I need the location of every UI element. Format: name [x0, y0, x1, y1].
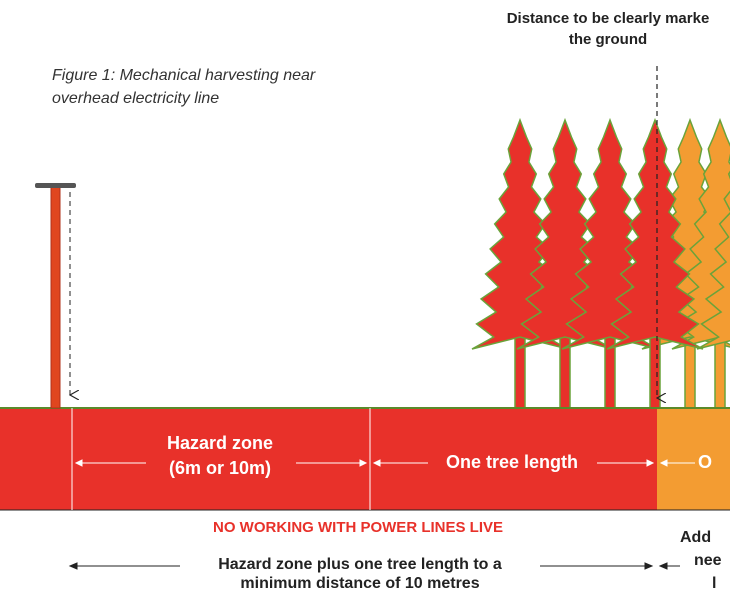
distance-note: minimum distance of 10 metres: [240, 575, 479, 592]
zone-label: Hazard zone: [167, 433, 273, 453]
trees: [471, 117, 730, 409]
right-note: l: [712, 575, 716, 592]
caption: Figure 1: Mechanical harvesting near: [52, 67, 316, 84]
outer-ground: [657, 408, 730, 510]
zone-label: O: [698, 452, 712, 472]
hazard-ground: [0, 408, 657, 510]
right-note: Add: [680, 529, 711, 546]
hazard-arrows: [74, 459, 695, 467]
distance-note: Hazard zone plus one tree length to a: [218, 556, 502, 573]
warning: NO WORKING WITH POWER LINES LIVE: [213, 519, 503, 536]
caption: overhead electricity line: [52, 90, 219, 107]
tree: [606, 117, 704, 350]
distance-arrow: [68, 562, 680, 570]
pole: [50, 185, 61, 409]
top-label: the ground: [569, 31, 647, 48]
crossarm: [35, 183, 76, 188]
zone-label: (6m or 10m): [169, 458, 271, 478]
top-label: Distance to be clearly marke: [507, 10, 710, 27]
zone-label: One tree length: [446, 452, 578, 472]
right-note: nee: [694, 552, 722, 569]
tree: [696, 170, 730, 350]
